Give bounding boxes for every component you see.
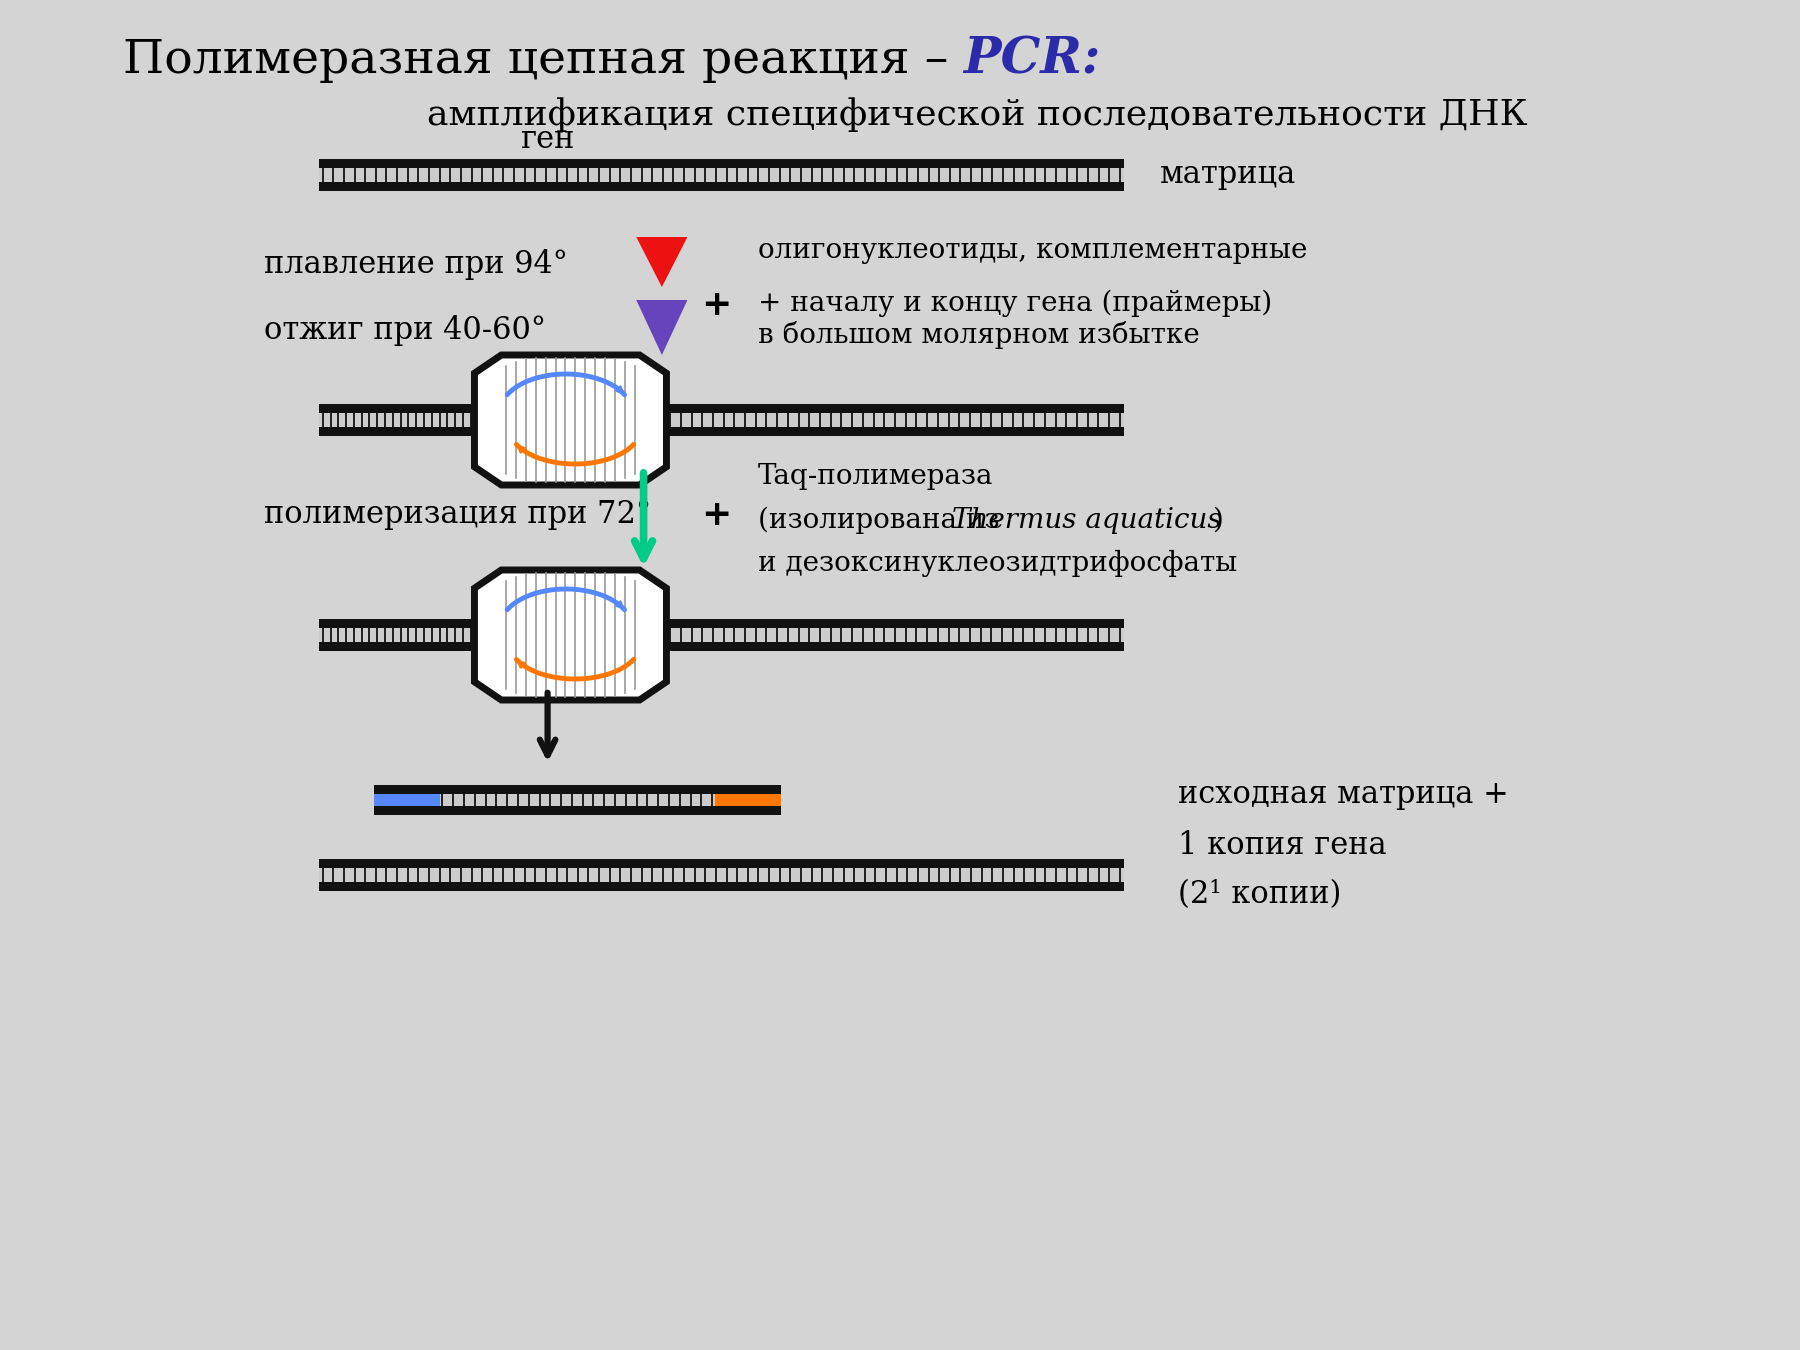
Text: и дезоксинуклеозидтрифосфаты: и дезоксинуклеозидтрифосфаты <box>758 549 1237 576</box>
FancyBboxPatch shape <box>319 159 1123 167</box>
Text: исходная матрица +: исходная матрица + <box>1179 779 1508 810</box>
Polygon shape <box>475 570 666 701</box>
FancyBboxPatch shape <box>319 859 1123 868</box>
Text: +: + <box>702 498 733 532</box>
Text: Taq-полимераза: Taq-полимераза <box>758 463 994 490</box>
Text: олигонуклеотиды, комплементарные: олигонуклеотиды, комплементарные <box>758 236 1307 263</box>
Text: амплификация специфической последовательности ДНК: амплификация специфической последователь… <box>427 97 1528 132</box>
Text: + началу и концу гена (праймеры): + началу и концу гена (праймеры) <box>758 289 1273 317</box>
FancyBboxPatch shape <box>319 882 1123 891</box>
FancyBboxPatch shape <box>374 806 781 815</box>
Polygon shape <box>635 300 688 355</box>
FancyBboxPatch shape <box>319 643 475 651</box>
FancyBboxPatch shape <box>666 404 1123 413</box>
Text: полимеризация при 72°: полимеризация при 72° <box>265 500 652 531</box>
Text: в большом молярном избытке: в большом молярном избытке <box>758 321 1199 350</box>
Text: Полимеразная цепная реакция –: Полимеразная цепная реакция – <box>122 38 963 82</box>
Polygon shape <box>475 355 666 485</box>
Text: 1 копия гена: 1 копия гена <box>1179 829 1388 860</box>
FancyBboxPatch shape <box>666 427 1123 436</box>
FancyBboxPatch shape <box>666 620 1123 628</box>
FancyBboxPatch shape <box>715 794 781 806</box>
Text: ): ) <box>1211 506 1222 533</box>
Text: плавление при 94°: плавление при 94° <box>265 250 569 281</box>
FancyBboxPatch shape <box>374 794 781 806</box>
Text: ген: ген <box>520 124 574 155</box>
FancyBboxPatch shape <box>319 404 475 413</box>
Text: матрица: матрица <box>1159 159 1296 190</box>
Text: Thermus aquaticus: Thermus aquaticus <box>952 506 1220 533</box>
FancyBboxPatch shape <box>666 413 1123 427</box>
Text: Полимеразная цепная реакция – PCR:: Полимеразная цепная реакция – PCR: <box>497 38 1458 82</box>
FancyBboxPatch shape <box>374 794 439 806</box>
FancyBboxPatch shape <box>319 167 1123 182</box>
Polygon shape <box>635 238 688 288</box>
FancyBboxPatch shape <box>319 413 475 427</box>
Text: отжиг при 40-60°: отжиг при 40-60° <box>265 315 545 346</box>
FancyBboxPatch shape <box>374 784 781 794</box>
Text: (2¹ копии): (2¹ копии) <box>1179 879 1341 910</box>
Text: +: + <box>702 288 733 323</box>
FancyBboxPatch shape <box>666 643 1123 651</box>
FancyBboxPatch shape <box>319 868 1123 882</box>
FancyBboxPatch shape <box>319 427 475 436</box>
Text: (изолирована из: (изолирована из <box>758 506 1008 533</box>
Text: PCR:: PCR: <box>963 35 1102 85</box>
FancyBboxPatch shape <box>319 628 475 643</box>
FancyBboxPatch shape <box>319 620 475 628</box>
FancyBboxPatch shape <box>319 182 1123 190</box>
FancyBboxPatch shape <box>666 628 1123 643</box>
